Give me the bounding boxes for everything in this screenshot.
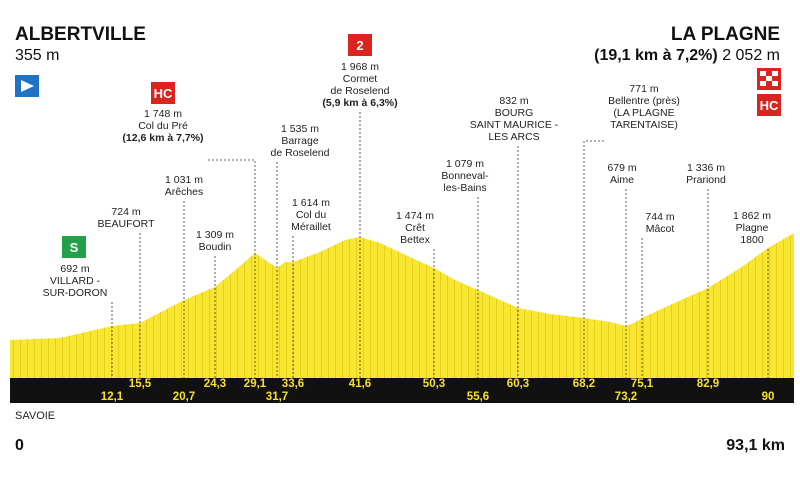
km-label: 20,7 [173,391,195,403]
waypoint-label: Plagne [736,222,769,234]
km-label: 90 [762,391,775,403]
waypoint-label: VILLARD - [50,275,101,287]
waypoint-label: (5,9 km à 6,3%) [322,97,397,109]
start-name: ALBERTVILLE [15,24,146,45]
waypoint-label: 1 336 m [687,162,725,174]
waypoint-label: 679 m [607,162,636,174]
km-label: 82,9 [697,378,719,390]
waypoint-label: 744 m [645,211,674,223]
waypoint-label: (12,6 km à 7,7%) [122,132,203,144]
region: SAVOIE [15,410,55,422]
profile-area [10,233,794,378]
waypoint-label: Col du [296,209,327,221]
climb-category: 2 [356,38,363,53]
waypoint-label: (LA PLAGNE [613,107,674,119]
waypoint-label: 1 748 m [144,108,182,120]
waypoint-label: SUR-DORON [43,287,108,299]
waypoint-label: 1 968 m [341,61,379,73]
km-label: 75,1 [631,378,654,390]
waypoint-label: 771 m [629,83,658,95]
km-band [10,378,794,403]
waypoint-label: 1 614 m [292,197,330,209]
km-label: 50,3 [423,378,445,390]
waypoint-label: Col du Pré [138,120,188,132]
waypoint-label: BEAUFORT [98,218,156,230]
finish-alt: 2 052 m [722,47,780,64]
waypoint-label: 1 474 m [396,210,434,222]
waypoint-label: 1 309 m [196,229,234,241]
finish-category: HC [760,98,779,113]
sprint-label: S [70,240,79,255]
waypoint-label: 1 862 m [733,210,771,222]
waypoint-label: TARENTAISE) [610,119,678,131]
waypoint-label: 1 031 m [165,174,203,186]
waypoint-label: les-Bains [443,182,486,194]
waypoint-label: Aime [610,174,634,186]
km-label: 33,6 [282,378,304,390]
waypoint-label: Prariond [686,174,726,186]
sprint-icon: S [62,236,86,258]
waypoint-label: 1 535 m [281,123,319,135]
waypoint-label: SAINT MAURICE - [470,119,559,131]
waypoint-label: 832 m [499,95,528,107]
km-label: 73,2 [615,391,637,403]
waypoint-label: 1800 [740,234,764,246]
waypoint-label: Bellentre (près) [608,95,680,107]
km-label: 41,6 [349,378,371,390]
waypoint-label: Méraillet [291,221,331,233]
climb-category: HC [154,86,173,101]
start-flag [15,75,39,97]
waypoint-label: Barrage [281,135,319,147]
start-alt: 355 m [15,47,59,64]
km-label: 29,1 [244,378,267,390]
km-label: 60,3 [507,378,529,390]
waypoint-label: LES ARCS [488,131,539,143]
waypoint-label: Boudin [199,241,232,253]
leader-line [583,140,604,378]
finish-info: (19,1 km à 7,2%) 2 052 m [594,47,780,64]
km-label: 15,5 [129,378,152,390]
finish-name: LA PLAGNE [671,24,780,45]
waypoint-label: 1 079 m [446,158,484,170]
leader-line [208,159,256,378]
km-label: 68,2 [573,378,595,390]
waypoint-label: Mâcot [646,223,675,235]
km-label: 31,7 [266,391,288,403]
km-label: 55,6 [467,391,489,403]
waypoint-label: Cormet [343,73,378,85]
waypoint-label: de Roselend [271,147,330,159]
start-km: 0 [15,437,24,454]
waypoint-label: 724 m [111,206,140,218]
waypoint-label: Crêt [405,222,425,234]
finish-climb: (19,1 km à 7,2%) [594,47,718,64]
total-km: 93,1 km [726,437,785,454]
km-label: 24,3 [204,378,226,390]
climb-icon: HC [151,82,175,104]
waypoint-label: Bonneval- [441,170,489,182]
km-label: 12,1 [101,391,124,403]
finish-flag: HC [757,68,781,116]
waypoint-label: BOURG [495,107,534,119]
waypoint-label: Arêches [165,186,204,198]
waypoint-label: 692 m [60,263,89,275]
waypoint-label: de Roselend [331,85,390,97]
climb-icon: 2 [348,34,372,56]
waypoint-label: Bettex [400,234,431,246]
